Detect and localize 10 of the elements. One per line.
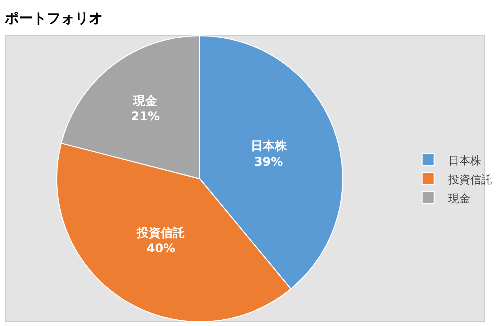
data-label: 39% — [254, 154, 284, 169]
legend-label: 投資信託 — [447, 173, 492, 186]
data-label: 21% — [131, 110, 160, 124]
legend-label: 現金 — [448, 192, 470, 206]
slice-label: 現金 — [132, 94, 159, 108]
slice-label: 投資信託 — [136, 226, 186, 240]
data-label: 40% — [146, 242, 176, 256]
slice-label: 日本株 — [250, 139, 288, 154]
legend-label: 日本株 — [448, 154, 482, 168]
chart-title: ポートフォリオ — [4, 10, 104, 27]
